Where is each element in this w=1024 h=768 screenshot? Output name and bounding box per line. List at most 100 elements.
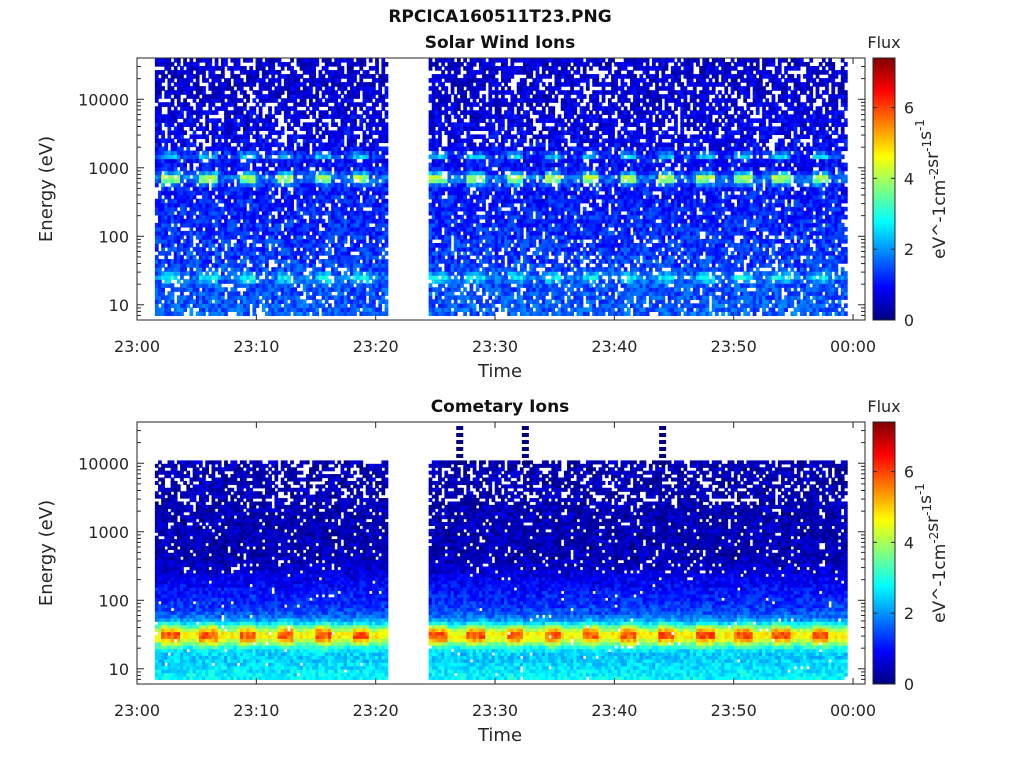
heatmap-cell: [220, 279, 225, 284]
heatmap-cell: [340, 70, 345, 75]
heatmap-cell: [198, 307, 203, 312]
heatmap-cell: [205, 190, 209, 196]
heatmap-cell: [214, 311, 219, 317]
heatmap-cell: [252, 251, 257, 256]
heatmap-cell: [239, 110, 244, 115]
heatmap-cell: [296, 134, 301, 140]
heatmap-cell: [280, 206, 285, 212]
heatmap-cell: [233, 150, 238, 156]
heatmap-cell: [268, 202, 272, 208]
heatmap-cell: [494, 251, 499, 256]
heatmap-cell: [186, 178, 191, 184]
heatmap-cells: [154, 58, 848, 317]
heatmap-cell: [170, 234, 175, 240]
heatmap-cell: [176, 202, 181, 208]
heatmap-cell: [189, 218, 194, 224]
heatmap-cell: [318, 150, 323, 156]
heatmap-cell: [167, 186, 172, 192]
heatmap-cell: [220, 230, 225, 236]
heatmap-cell: [384, 134, 389, 140]
heatmap-cell: [186, 198, 191, 204]
heatmap-cell: [224, 86, 228, 91]
heatmap-cell: [315, 94, 320, 99]
heatmap-cell: [180, 198, 184, 204]
heatmap-cell: [189, 158, 194, 164]
heatmap-cell: [261, 259, 266, 264]
heatmap-cell: [189, 222, 194, 228]
heatmap-cell: [227, 142, 232, 148]
heatmap-cell: [243, 182, 247, 188]
heatmap-cell: [296, 226, 301, 232]
heatmap-cell: [233, 271, 238, 276]
heatmap-cell: [224, 154, 228, 160]
heatmap-cell: [271, 70, 276, 75]
heatmap-cell: [224, 198, 228, 204]
heatmap-cell: [255, 150, 260, 156]
heatmap-cell: [265, 154, 269, 160]
heatmap-cell: [249, 70, 254, 75]
heatmap-cell: [268, 110, 272, 115]
heatmap-cell: [246, 222, 250, 228]
heatmap-cell: [224, 138, 228, 144]
heatmap-cell: [217, 218, 222, 224]
heatmap-cell: [180, 263, 184, 268]
heatmap-cell: [261, 126, 266, 131]
heatmap-cell: [180, 283, 184, 288]
heatmap-cell: [456, 166, 461, 172]
heatmap-cell: [268, 150, 272, 156]
heatmap-cell: [220, 130, 225, 136]
heatmap-cell: [183, 166, 187, 172]
heatmap-cell: [274, 118, 279, 123]
heatmap-cell: [233, 166, 238, 172]
heatmap-cell: [158, 94, 162, 99]
heatmap-cell: [208, 174, 213, 180]
heatmap-cell: [340, 243, 345, 248]
heatmap-cell: [384, 267, 389, 272]
heatmap-cell: [195, 198, 200, 204]
heatmap-cell: [227, 206, 232, 212]
heatmap-cell: [227, 86, 232, 91]
heatmap-cell: [202, 247, 206, 252]
heatmap-cell: [261, 202, 266, 208]
heatmap-cell: [434, 275, 439, 280]
heatmap-cell: [488, 251, 493, 256]
heatmap-cell: [227, 98, 232, 103]
heatmap-cell: [249, 74, 254, 79]
heatmap-cell: [252, 182, 257, 188]
heatmap-cell: [233, 226, 238, 232]
heatmap-cell: [340, 279, 345, 284]
heatmap-cell: [173, 259, 178, 264]
heatmap-cell: [287, 251, 291, 256]
heatmap-cell: [372, 86, 376, 91]
heatmap-cell: [170, 142, 175, 148]
heatmap-cell: [287, 295, 291, 300]
heatmap-cell: [189, 166, 194, 172]
heatmap-cell: [239, 134, 244, 140]
heatmap-cell: [227, 271, 232, 276]
heatmap-cell: [277, 158, 282, 164]
heatmap-cell: [384, 158, 389, 164]
heatmap-cell: [173, 287, 178, 292]
heatmap-cell: [246, 78, 250, 83]
heatmap-cell: [287, 307, 291, 312]
heatmap-cell: [202, 251, 206, 256]
heatmap-cell: [173, 275, 178, 280]
heatmap-cell: [271, 162, 276, 168]
heatmap-cell: [233, 210, 238, 216]
heatmap-cell: [220, 182, 225, 188]
heatmap-cell: [239, 210, 244, 216]
heatmap-cell: [296, 295, 301, 300]
heatmap-cell: [192, 174, 197, 180]
heatmap-cell: [208, 303, 213, 308]
heatmap-cell: [290, 90, 294, 95]
heatmap-cell: [249, 82, 254, 87]
heatmap-cell: [176, 154, 181, 160]
heatmap-cell: [180, 206, 184, 212]
heatmap-cell: [296, 58, 301, 63]
heatmap-cell: [255, 178, 260, 184]
heatmap-cell: [255, 90, 260, 95]
heatmap-cell: [239, 234, 244, 240]
heatmap-cell: [227, 82, 232, 87]
heatmap-cell: [261, 303, 266, 308]
heatmap-cell: [290, 247, 294, 252]
